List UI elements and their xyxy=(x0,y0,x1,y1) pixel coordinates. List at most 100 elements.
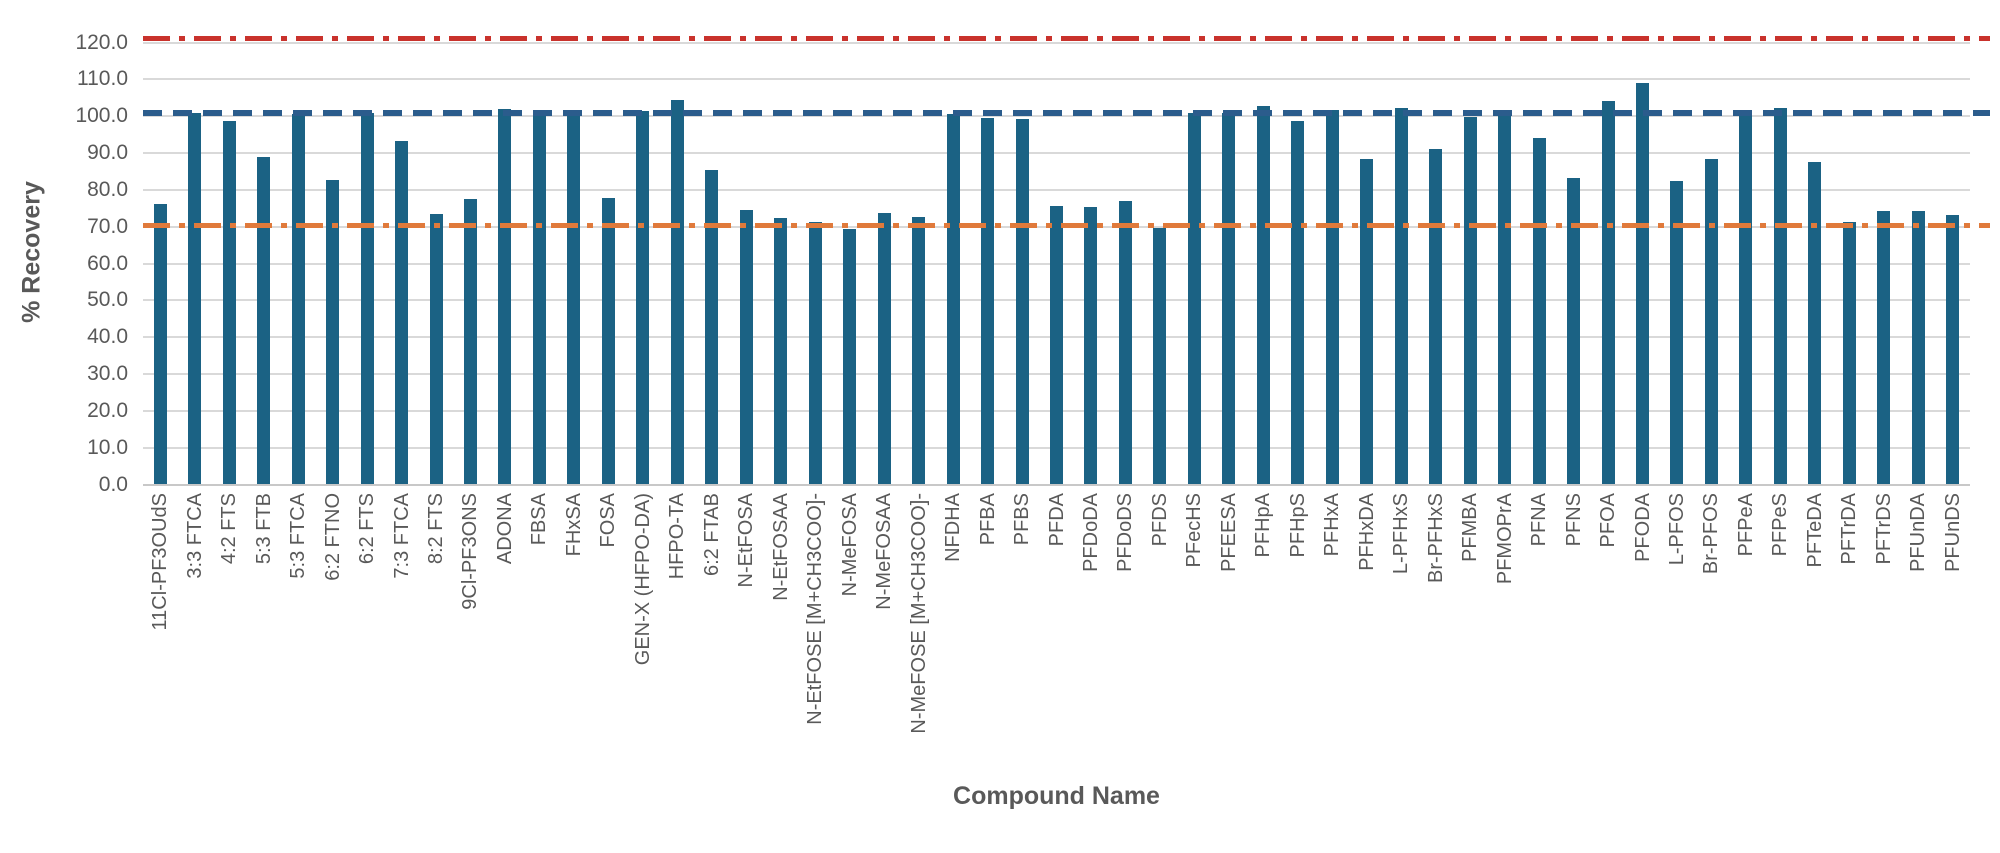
category-label: FOSA xyxy=(597,493,620,548)
bar xyxy=(1187,113,1201,485)
bar xyxy=(981,117,995,485)
y-tick-label: 100.0 xyxy=(75,104,128,128)
category-label: PFEESA xyxy=(1217,493,1240,572)
bar xyxy=(1498,114,1512,485)
bar xyxy=(395,140,409,485)
category-label: PFTeDA xyxy=(1803,493,1826,568)
category-label: Br-PFHxS xyxy=(1424,493,1447,583)
category-label: PFUnDS xyxy=(1941,493,1964,572)
category-label: PFNS xyxy=(1562,493,1585,547)
category-label: PFTrDS xyxy=(1872,493,1895,565)
category-label: N-MeFOSAA xyxy=(873,493,896,610)
category-label: 3:3 FTCA xyxy=(183,493,206,579)
category-label: N-EtFOSA xyxy=(735,493,758,588)
category-label: 6:2 FTS xyxy=(356,493,379,565)
category-label: PFUnDA xyxy=(1907,493,1930,572)
category-label: L-PFOS xyxy=(1665,493,1688,566)
category-label: PFBS xyxy=(1011,493,1034,546)
category-label: L-PFHxS xyxy=(1390,493,1413,575)
bar xyxy=(1842,221,1856,485)
bar xyxy=(1463,116,1477,485)
bar xyxy=(1911,210,1925,485)
bar xyxy=(291,114,305,485)
y-tick-label: 80.0 xyxy=(87,177,128,201)
category-label: PFOA xyxy=(1597,493,1620,548)
category-label: PFPeA xyxy=(1734,493,1757,557)
category-label: 11Cl-PF3OUdS xyxy=(149,493,172,631)
bar xyxy=(1532,137,1546,485)
category-label: 6:2 FTNO xyxy=(321,493,344,581)
bar xyxy=(670,100,684,485)
bar xyxy=(1670,180,1684,485)
y-tick-label: 110.0 xyxy=(77,67,128,91)
bar xyxy=(912,217,926,485)
bar xyxy=(498,108,512,485)
category-label: 5:3 FTB xyxy=(252,493,275,565)
bar xyxy=(1877,210,1891,485)
bar xyxy=(1773,107,1787,485)
bar xyxy=(1015,119,1029,485)
gridline xyxy=(143,188,1970,191)
category-label: PFNA xyxy=(1528,493,1551,547)
mean-recovery-line xyxy=(143,109,1990,116)
bar xyxy=(1291,121,1305,485)
y-tick-label: 0.0 xyxy=(98,472,128,496)
category-label: 5:3 FTCA xyxy=(287,493,310,579)
bar xyxy=(222,120,236,485)
bar xyxy=(567,110,581,485)
bar xyxy=(532,115,546,485)
category-label: PFBA xyxy=(976,493,999,546)
y-tick-label: 70.0 xyxy=(87,214,128,238)
bar xyxy=(843,228,857,485)
bar xyxy=(1084,206,1098,485)
bar xyxy=(1601,101,1615,485)
category-label: PFMOPrA xyxy=(1493,493,1516,585)
gridline xyxy=(143,78,1970,81)
upper-recovery-limit-line xyxy=(143,36,1990,42)
gridline xyxy=(143,115,1970,118)
category-label: 7:3 FTCA xyxy=(390,493,413,579)
category-label: PFHxA xyxy=(1321,493,1344,557)
category-label: GEN-X (HFPO-DA) xyxy=(631,493,654,666)
category-label: PFDoDA xyxy=(1079,493,1102,572)
bar xyxy=(463,199,477,485)
category-label: N-EtFOSAA xyxy=(769,493,792,601)
x-axis-title: Compound Name xyxy=(953,782,1160,810)
category-label: PFODA xyxy=(1631,493,1654,562)
bar xyxy=(1325,109,1339,485)
y-tick-label: 40.0 xyxy=(87,325,128,349)
bar xyxy=(808,222,822,485)
category-label: PFDoDS xyxy=(1114,493,1137,572)
gridline xyxy=(143,483,1970,486)
category-label: FHxSA xyxy=(562,493,585,557)
bar xyxy=(877,213,891,485)
category-label: PFHpS xyxy=(1286,493,1309,558)
bar xyxy=(1704,158,1718,485)
category-label: N-MeFOSE [M+CH3COO]- xyxy=(907,493,930,734)
y-tick-label: 60.0 xyxy=(87,251,128,275)
category-label: PFDS xyxy=(1148,493,1171,547)
category-label: 9Cl-PF3ONS xyxy=(459,493,482,610)
category-label: 8:2 FTS xyxy=(425,493,447,565)
bar xyxy=(429,213,443,485)
bar xyxy=(326,180,340,485)
bar xyxy=(1050,206,1063,485)
y-tick-label: 10.0 xyxy=(87,435,128,459)
bar xyxy=(1256,105,1270,485)
category-label: PFecHS xyxy=(1183,493,1206,568)
category-label: PFDA xyxy=(1045,493,1068,547)
category-label: FBSA xyxy=(528,493,551,546)
bar xyxy=(601,197,615,485)
category-label: 6:2 FTAB xyxy=(700,493,723,576)
gridline xyxy=(143,152,1970,155)
category-label: PFHxDA xyxy=(1355,493,1378,571)
bar xyxy=(1222,112,1236,485)
category-label: PFTrDA xyxy=(1838,493,1861,565)
category-label: N-EtFOSE [M+CH3COO]- xyxy=(804,493,827,725)
bar xyxy=(360,112,374,485)
bar xyxy=(1394,108,1408,485)
category-label: HFPO-TA xyxy=(666,493,689,580)
y-tick-label: 30.0 xyxy=(87,362,128,386)
bar xyxy=(636,111,650,485)
